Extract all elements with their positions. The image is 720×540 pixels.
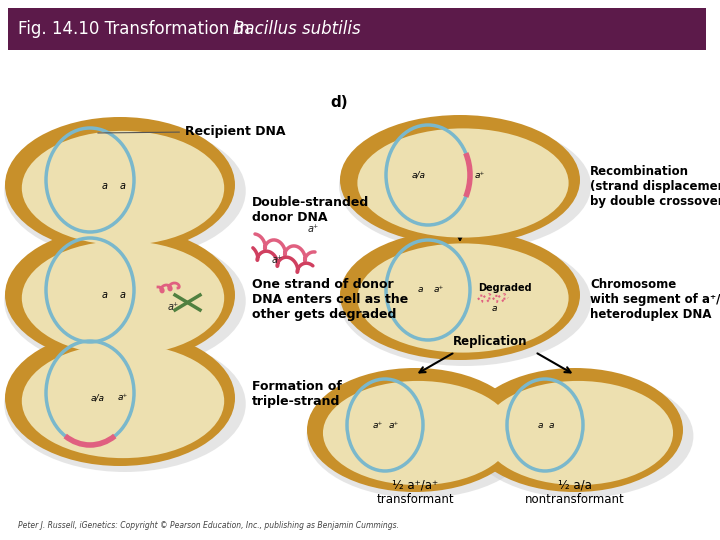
Text: Peter J. Russell, iGenetics: Copyright © Pearson Education, Inc., publishing as : Peter J. Russell, iGenetics: Copyright ©… [18, 521, 399, 530]
Ellipse shape [340, 230, 580, 360]
Ellipse shape [357, 129, 569, 238]
Text: Fig. 14.10 Transformation in: Fig. 14.10 Transformation in [18, 20, 255, 38]
Ellipse shape [339, 121, 591, 251]
Text: a⁺: a⁺ [308, 224, 319, 234]
Text: a⁺: a⁺ [272, 255, 283, 265]
Ellipse shape [22, 344, 224, 458]
Text: a/a: a/a [412, 171, 426, 179]
Text: Formation of
triple-strand: Formation of triple-strand [252, 380, 342, 408]
Ellipse shape [4, 123, 246, 259]
Text: a: a [120, 181, 126, 191]
Text: Bacillus subtilis: Bacillus subtilis [233, 20, 361, 38]
Text: One strand of donor
DNA enters cell as the
other gets degraded: One strand of donor DNA enters cell as t… [252, 278, 408, 321]
Text: a⁺: a⁺ [168, 302, 179, 312]
Text: a⁺: a⁺ [389, 421, 400, 429]
Ellipse shape [5, 117, 235, 253]
Ellipse shape [22, 131, 224, 245]
Ellipse shape [357, 244, 569, 353]
Text: Double-stranded
donor DNA: Double-stranded donor DNA [252, 196, 369, 224]
Text: Recipient DNA: Recipient DNA [98, 125, 286, 138]
Text: ¹⁄₂ a⁺/a⁺
transformant: ¹⁄₂ a⁺/a⁺ transformant [376, 478, 454, 506]
Text: a: a [120, 290, 126, 300]
Ellipse shape [4, 336, 246, 472]
Text: a: a [492, 304, 498, 313]
Text: Replication: Replication [453, 335, 527, 348]
Text: ¹⁄₂ a/a
nontransformant: ¹⁄₂ a/a nontransformant [525, 478, 625, 506]
Ellipse shape [483, 381, 673, 485]
Ellipse shape [339, 236, 591, 366]
Text: a/a: a/a [91, 394, 105, 402]
Text: a: a [538, 421, 543, 429]
Text: a: a [102, 290, 108, 300]
Text: Chromosome
with segment of a⁺/a
heteroduplex DNA: Chromosome with segment of a⁺/a heterodu… [590, 278, 720, 321]
Ellipse shape [22, 241, 224, 355]
Ellipse shape [307, 368, 523, 492]
Ellipse shape [323, 381, 513, 485]
Text: a⁺: a⁺ [475, 171, 485, 179]
Ellipse shape [5, 330, 235, 466]
Text: a⁺: a⁺ [434, 286, 444, 294]
Text: a⁺: a⁺ [373, 421, 383, 429]
Ellipse shape [4, 233, 246, 369]
Ellipse shape [467, 374, 693, 498]
Ellipse shape [307, 374, 534, 498]
Text: a⁺: a⁺ [118, 394, 128, 402]
Text: a: a [549, 421, 554, 429]
Ellipse shape [5, 227, 235, 363]
Text: Recombination
(strand displacement)
by double crossover: Recombination (strand displacement) by d… [590, 165, 720, 208]
Ellipse shape [467, 368, 683, 492]
Bar [8, 8, 706, 50]
Ellipse shape [340, 115, 580, 245]
Text: Degraded: Degraded [478, 283, 531, 293]
Text: a: a [102, 181, 108, 191]
Text: a: a [418, 286, 423, 294]
Text: d): d) [330, 95, 348, 110]
